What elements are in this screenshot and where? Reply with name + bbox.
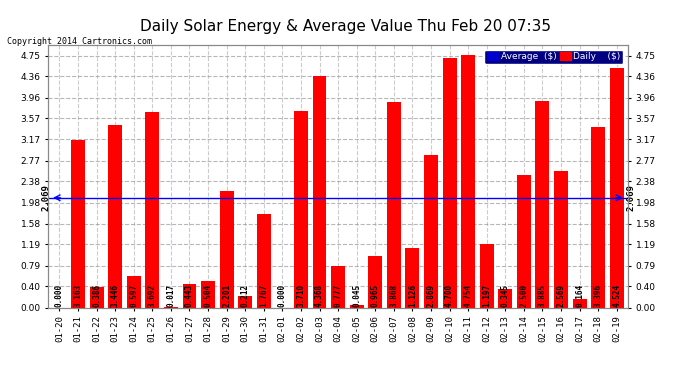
Text: 1.197: 1.197 [482,284,491,307]
Bar [127,276,141,308]
Text: 2.500: 2.500 [520,284,529,307]
Text: 3.163: 3.163 [74,284,83,307]
Bar [535,102,549,308]
Bar [610,68,624,308]
Bar [238,296,252,307]
Bar [573,299,586,307]
Text: 0.777: 0.777 [333,284,343,307]
Bar [517,175,531,308]
Bar [368,256,382,307]
Text: 2.201: 2.201 [222,284,231,307]
Bar [219,191,234,308]
Text: Copyright 2014 Cartronics.com: Copyright 2014 Cartronics.com [7,38,152,46]
Text: 4.700: 4.700 [445,284,454,307]
Text: 0.386: 0.386 [92,284,101,307]
Text: 0.597: 0.597 [129,284,138,307]
Text: 3.868: 3.868 [389,284,398,307]
Bar [350,305,364,308]
Text: 0.965: 0.965 [371,284,380,307]
Bar [498,289,512,308]
Text: 3.692: 3.692 [148,284,157,307]
Text: 2.069: 2.069 [626,184,635,211]
Text: Daily Solar Energy & Average Value Thu Feb 20 07:35: Daily Solar Energy & Average Value Thu F… [139,19,551,34]
Bar [387,102,401,308]
Bar [164,307,178,308]
Text: 4.754: 4.754 [464,284,473,307]
Bar [313,76,326,307]
Bar [294,111,308,308]
Text: 2.869: 2.869 [426,284,435,307]
Legend: Average  ($), Daily    ($): Average ($), Daily ($) [484,50,623,64]
Text: 0.443: 0.443 [185,284,194,307]
Bar [108,125,122,308]
Text: 0.000: 0.000 [278,284,287,307]
Text: 3.446: 3.446 [110,284,119,307]
Bar [461,56,475,308]
Bar [424,155,438,308]
Bar [201,281,215,308]
Text: 2.069: 2.069 [41,184,50,211]
Text: 1.126: 1.126 [408,284,417,307]
Bar [591,128,605,308]
Bar [331,266,345,308]
Text: 0.504: 0.504 [204,284,213,307]
Text: 3.885: 3.885 [538,284,547,307]
Bar [406,248,420,308]
Bar [480,244,493,308]
Bar [146,112,159,308]
Text: 0.017: 0.017 [166,284,175,307]
Text: 2.569: 2.569 [557,284,566,307]
Text: 0.045: 0.045 [352,284,361,307]
Text: 0.164: 0.164 [575,284,584,307]
Text: 3.710: 3.710 [297,284,306,307]
Bar [257,214,270,308]
Text: 0.000: 0.000 [55,284,64,307]
Bar [442,58,457,308]
Text: 0.345: 0.345 [501,284,510,307]
Bar [71,140,85,308]
Text: 4.524: 4.524 [612,284,621,307]
Text: 3.396: 3.396 [593,284,602,307]
Bar [90,287,104,308]
Text: 4.368: 4.368 [315,284,324,307]
Text: 1.767: 1.767 [259,284,268,307]
Bar [554,171,568,308]
Bar [183,284,197,308]
Text: 0.212: 0.212 [241,284,250,307]
